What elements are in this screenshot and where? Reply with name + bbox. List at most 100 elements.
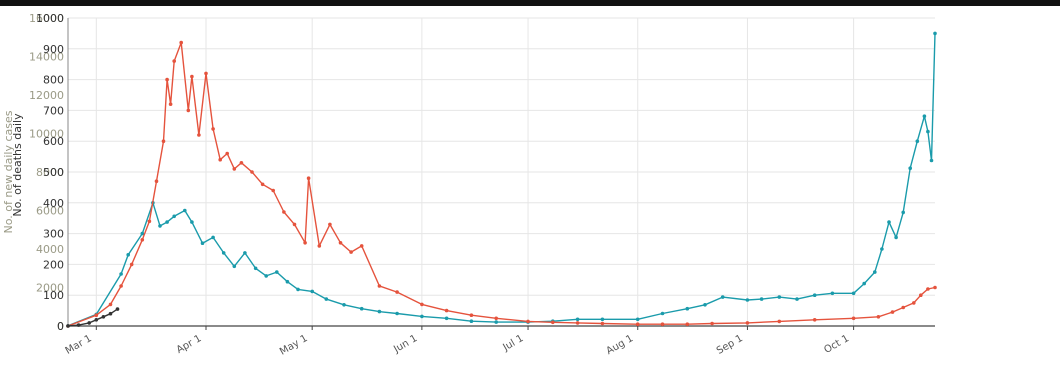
data-point-cases-20	[296, 287, 300, 292]
left-y-tick-5: 500	[43, 166, 64, 179]
data-point-cases-22	[324, 297, 329, 301]
data-point-deaths-47	[710, 321, 714, 326]
data-point-cases-33	[575, 317, 580, 322]
x-tick-label-6: Sep 1	[715, 333, 745, 357]
x-tick-label-3: Jun 1	[391, 333, 419, 356]
data-point-cases-46	[851, 291, 856, 296]
data-point-cases-9	[183, 208, 187, 213]
data-point-cases-45	[830, 291, 835, 296]
data-point-deaths-30	[328, 222, 332, 227]
data-point-deaths-42	[575, 321, 580, 325]
data-point-deaths-22	[250, 170, 254, 174]
data-point-cases-35	[635, 317, 640, 322]
data-point-early-4	[101, 315, 106, 319]
top-rule	[0, 0, 1060, 6]
x-tick-label-5: Aug 1	[605, 333, 636, 357]
data-point-deaths-28	[306, 176, 311, 180]
x-ticks: Mar 1 Apr 1 May 1 Jun 1 Jul 1 Aug 1 Sep 1 Oct 1	[64, 326, 855, 358]
data-point-cases-23	[342, 303, 346, 307]
left-y-ticks: 0 100 200 300 400 500 600 700 800 900 1000	[36, 12, 64, 333]
left-y-tick-4: 400	[43, 197, 64, 210]
data-point-deaths-49	[777, 319, 782, 324]
data-point-cases-3	[126, 253, 130, 257]
data-point-deaths-19	[225, 151, 229, 156]
right-y-tick-5: 10000	[29, 128, 64, 141]
data-point-deaths-37	[444, 308, 449, 313]
data-point-deaths-54	[901, 305, 905, 310]
x-tick-label-0: Mar 1	[64, 333, 94, 357]
data-point-early-0	[66, 324, 70, 328]
data-point-cases-15	[243, 251, 247, 255]
data-point-deaths-56	[919, 293, 923, 298]
right-y-tick-8: 16000	[29, 12, 64, 25]
data-point-cases-36	[660, 311, 665, 316]
data-point-deaths-23	[260, 182, 265, 187]
data-point-deaths-29	[317, 244, 322, 248]
data-point-early-5	[108, 311, 113, 316]
right-y-tick-2: 4000	[36, 243, 64, 256]
data-point-deaths-45	[660, 322, 665, 327]
data-point-deaths-5	[140, 238, 145, 242]
data-point-deaths-38	[469, 313, 474, 318]
x-tick-label-4: Jul 1	[500, 333, 525, 354]
data-point-cases-39	[720, 295, 725, 299]
data-point-cases-2	[119, 272, 123, 276]
left-y-tick-8: 800	[43, 74, 64, 87]
right-y-tick-0: 0	[57, 320, 64, 333]
data-point-cases-38	[703, 303, 707, 307]
data-point-cases-14	[232, 264, 237, 269]
data-point-cases-50	[887, 220, 891, 224]
data-point-deaths-46	[685, 322, 690, 327]
left-y-tick-7: 700	[43, 104, 64, 117]
data-point-cases-16	[253, 266, 258, 271]
right-y-tick-1: 2000	[36, 282, 64, 295]
right-y-tick-4: 8000	[36, 166, 64, 179]
data-point-cases-4	[140, 231, 145, 236]
data-point-deaths-44	[635, 322, 640, 327]
left-y-tick-1: 100	[43, 289, 64, 302]
data-point-deaths-40	[526, 319, 530, 324]
left-y-tick-2: 200	[43, 258, 64, 271]
data-point-cases-17	[264, 274, 269, 278]
data-point-early-1	[76, 323, 81, 327]
data-point-deaths-32	[349, 250, 353, 254]
data-point-deaths-17	[211, 127, 215, 131]
right-y-ticks: 0 2000 4000 6000 8000 10000 12000 14000 16000	[29, 12, 64, 333]
data-point-cases-41	[759, 297, 764, 301]
data-point-cases-44	[812, 293, 817, 298]
data-point-cases-8	[172, 214, 176, 219]
data-point-cases-55	[922, 114, 927, 118]
data-point-deaths-4	[129, 262, 134, 267]
data-point-deaths-20	[232, 167, 237, 171]
data-point-deaths-12	[179, 40, 183, 45]
y-axis-title-cases: No. of new daily cases	[2, 110, 15, 233]
data-point-deaths-26	[292, 222, 297, 227]
data-point-cases-49	[880, 247, 884, 251]
data-point-cases-56	[926, 129, 930, 134]
data-point-cases-57	[929, 158, 934, 163]
data-point-deaths-15	[197, 133, 201, 137]
data-point-cases-48	[873, 270, 877, 274]
left-y-tick-0: 0	[57, 320, 64, 333]
data-point-cases-43	[795, 297, 799, 301]
data-point-cases-42	[777, 295, 782, 299]
data-point-deaths-27	[303, 241, 307, 245]
data-point-cases-18	[275, 270, 279, 274]
right-y-tick-7: 14000	[29, 51, 64, 64]
data-point-deaths-41	[551, 320, 555, 325]
data-point-deaths-10	[168, 102, 173, 106]
data-point-deaths-53	[890, 310, 895, 314]
series-line-cases	[67, 33, 936, 327]
data-point-deaths-34	[377, 284, 382, 288]
data-point-cases-10	[190, 220, 194, 224]
data-point-cases-24	[359, 306, 364, 311]
chart-axes	[67, 18, 935, 327]
y-axis-title-deaths: No. of deaths daily	[11, 113, 24, 217]
data-point-cases-26	[395, 311, 399, 316]
data-point-deaths-7	[154, 179, 159, 183]
data-point-cases-25	[377, 309, 382, 314]
chart-series	[66, 31, 937, 328]
data-point-deaths-9	[165, 77, 169, 82]
left-y-tick-10: 1000	[36, 12, 64, 25]
